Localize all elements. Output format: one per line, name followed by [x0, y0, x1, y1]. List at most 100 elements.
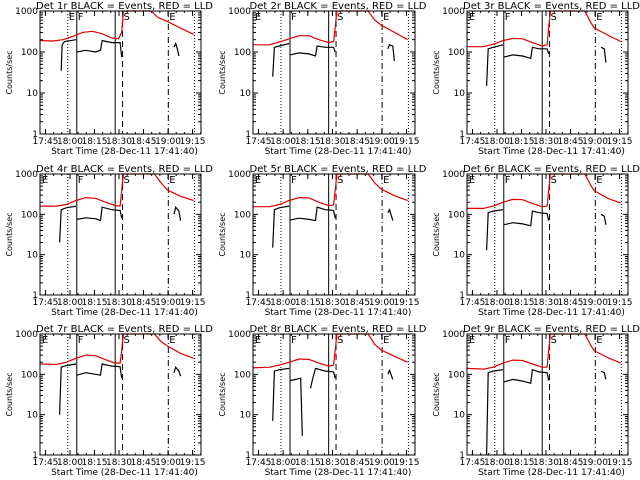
y-tick-label: 1000 — [442, 7, 465, 17]
y-tick-label: 10 — [454, 89, 466, 99]
event-marker-label: E — [42, 335, 48, 346]
x-tick-label: 17:45 — [246, 298, 272, 308]
x-axis-label: Start Time (28-Dec-11 17:41:40) — [265, 308, 412, 318]
plot-frame — [252, 10, 416, 135]
x-tick-label: 17:45 — [32, 137, 58, 147]
y-tick-label: 100 — [21, 370, 38, 380]
series-events — [600, 370, 607, 380]
x-axis-label: Start Time (28-Dec-11 17:41:40) — [51, 308, 198, 318]
event-marker-label: E — [169, 335, 175, 346]
event-marker-label: S — [337, 175, 343, 186]
x-tick-label: 17:45 — [246, 137, 272, 147]
event-marker-label: F — [78, 175, 84, 186]
series-events — [173, 205, 182, 221]
x-tick-label: 19:15 — [607, 298, 633, 308]
series-lld — [467, 173, 621, 209]
y-tick-label: 10 — [240, 251, 252, 261]
event-marker-label: E — [469, 175, 475, 186]
series-lld — [39, 333, 194, 366]
plot-frame — [39, 10, 202, 135]
x-tick-label: 19:00 — [582, 458, 608, 468]
series-lld — [253, 173, 408, 208]
x-tick-label: 18:00 — [484, 137, 510, 147]
y-axis-label: Counts/sec — [432, 372, 441, 416]
x-tick-label: 18:15 — [509, 298, 535, 308]
x-tick-label: 19:15 — [180, 458, 206, 468]
event-marker-label: F — [505, 335, 511, 346]
series-events — [289, 377, 303, 436]
x-tick-label: 18:00 — [57, 458, 83, 468]
series-lld — [466, 333, 621, 370]
x-tick-label: 18:30 — [106, 458, 132, 468]
series-events — [272, 205, 290, 248]
series-events — [387, 208, 394, 221]
x-tick-label: 18:45 — [131, 298, 157, 308]
y-axis-label: Counts/sec — [5, 372, 14, 416]
y-tick-label: 10 — [240, 411, 252, 421]
y-tick-label: 1000 — [15, 330, 38, 340]
x-tick-label: 17:45 — [459, 458, 485, 468]
x-tick-label: 18:45 — [558, 137, 584, 147]
y-tick-label: 1000 — [15, 7, 38, 17]
series-events — [310, 367, 336, 389]
event-marker-label: F — [78, 335, 84, 346]
x-tick-label: 17:45 — [32, 298, 58, 308]
x-tick-label: 18:45 — [558, 298, 584, 308]
panel-title: Det 6r BLACK = Events, RED = LLD — [463, 164, 640, 175]
x-tick-label: 19:00 — [155, 298, 181, 308]
y-tick-label: 100 — [448, 48, 465, 58]
y-tick-label: 1 — [245, 451, 251, 461]
event-marker-label: E — [383, 175, 389, 186]
event-marker-label: S — [124, 12, 130, 23]
plot-frame — [39, 333, 202, 456]
y-axis-label: Counts/sec — [218, 212, 227, 256]
series-events — [486, 369, 504, 456]
event-marker-label: F — [291, 12, 297, 23]
x-tick-label: 18:15 — [82, 298, 108, 308]
series-events — [600, 213, 607, 225]
event-marker-label: S — [551, 12, 557, 23]
y-axis-label: Counts/sec — [218, 372, 227, 416]
series-events — [289, 206, 336, 222]
x-tick-label: 18:45 — [344, 137, 370, 147]
event-marker-label: E — [255, 335, 261, 346]
x-tick-label: 18:45 — [131, 458, 157, 468]
x-tick-label: 18:30 — [533, 137, 559, 147]
event-marker-label: F — [291, 175, 297, 186]
plot-frame — [252, 173, 416, 296]
event-marker-label: S — [124, 175, 130, 186]
event-marker-label: F — [505, 12, 511, 23]
series-lld — [253, 10, 408, 46]
x-axis-label: Start Time (28-Dec-11 17:41:40) — [478, 468, 625, 478]
x-tick-label: 18:30 — [106, 137, 132, 147]
x-tick-label: 18:00 — [57, 298, 83, 308]
y-tick-label: 100 — [21, 210, 38, 220]
series-events — [387, 368, 394, 380]
x-tick-label: 19:00 — [369, 137, 395, 147]
series-events — [387, 44, 395, 62]
event-marker-label: E — [596, 12, 602, 23]
panel-title: Det 2r BLACK = Events, RED = LLD — [250, 1, 427, 12]
panel-title: Det 4r BLACK = Events, RED = LLD — [36, 164, 213, 175]
x-tick-label: 19:00 — [582, 137, 608, 147]
y-tick-label: 1 — [32, 291, 38, 301]
event-marker-label: E — [69, 12, 75, 23]
event-marker-label: E — [596, 335, 602, 346]
y-tick-label: 10 — [454, 251, 466, 261]
panel-title: Det 1r BLACK = Events, RED = LLD — [36, 1, 213, 12]
x-tick-label: 18:00 — [270, 137, 296, 147]
x-tick-label: 18:15 — [82, 458, 108, 468]
x-axis-label: Start Time (28-Dec-11 17:41:40) — [265, 147, 412, 157]
x-axis-label: Start Time (28-Dec-11 17:41:40) — [265, 468, 412, 478]
event-marker-label: E — [169, 12, 175, 23]
y-tick-label: 1000 — [15, 170, 38, 180]
y-tick-label: 10 — [27, 251, 39, 261]
y-tick-label: 100 — [234, 210, 251, 220]
x-axis-label: Start Time (28-Dec-11 17:41:40) — [478, 147, 625, 157]
y-tick-label: 10 — [27, 411, 39, 421]
y-axis-label: Counts/sec — [5, 50, 14, 94]
x-tick-label: 18:45 — [131, 137, 157, 147]
